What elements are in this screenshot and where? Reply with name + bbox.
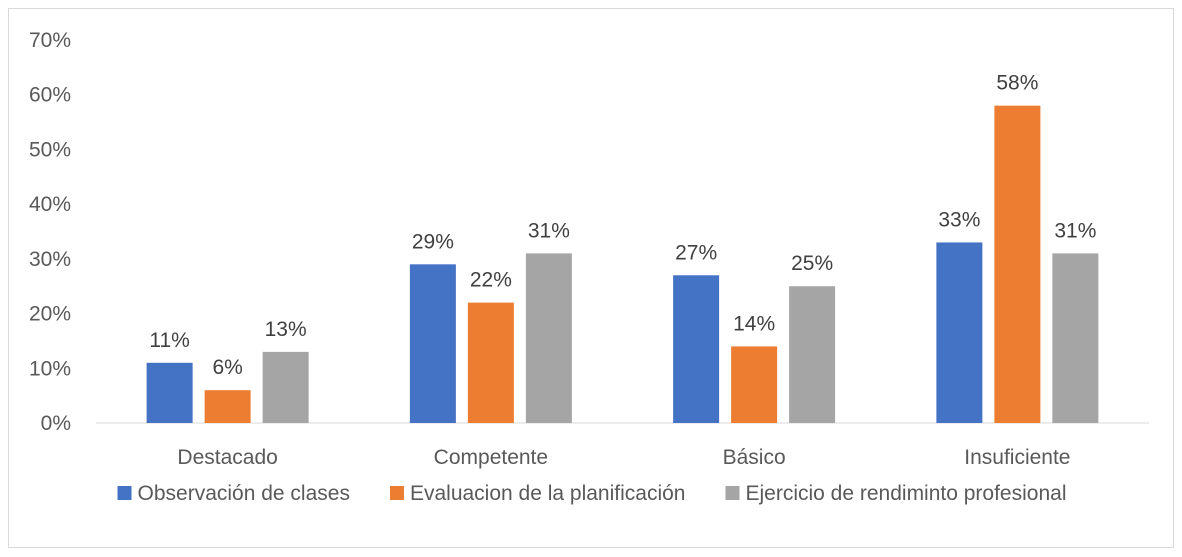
data-label: 27%	[675, 241, 717, 264]
y-tick-label: 0%	[41, 412, 71, 435]
data-label: 11%	[149, 329, 189, 352]
legend-label: Ejercicio de rendiminto profesional	[745, 482, 1066, 505]
bar[interactable]	[731, 346, 778, 423]
category-label: Básico	[723, 446, 786, 469]
y-tick-label: 10%	[29, 357, 71, 380]
bar[interactable]	[146, 362, 193, 423]
legend-swatch	[725, 486, 740, 500]
data-label: 13%	[265, 318, 307, 341]
legend-label: Observación de clases	[138, 482, 350, 505]
category-label: Destacado	[177, 446, 277, 469]
y-tick-label: 50%	[29, 138, 71, 161]
bar[interactable]	[673, 275, 720, 423]
data-label: 29%	[412, 230, 454, 253]
data-label: 14%	[733, 312, 775, 335]
data-label: 25%	[791, 252, 833, 275]
y-tick-label: 40%	[29, 193, 71, 216]
legend-swatch	[117, 486, 132, 500]
data-label: 6%	[212, 356, 242, 379]
bar[interactable]	[525, 253, 572, 423]
y-tick-label: 20%	[29, 303, 71, 326]
y-tick-label: 70%	[29, 29, 71, 52]
category-label: Competente	[434, 446, 548, 469]
y-tick-label: 30%	[29, 248, 71, 271]
data-label: 33%	[938, 208, 980, 231]
bar[interactable]	[1052, 253, 1099, 423]
bar[interactable]	[262, 351, 309, 423]
y-tick-label: 60%	[29, 84, 71, 107]
bar[interactable]	[409, 264, 456, 423]
chart-frame: 0% 10% 20% 30% 40% 50% 60% 70% 11% 6% 13% Destacado…	[8, 8, 1174, 548]
bar[interactable]	[936, 242, 983, 423]
bar-chart: 0% 10% 20% 30% 40% 50% 60% 70% 11% 6% 13% Destacado…	[29, 29, 1149, 505]
bar[interactable]	[204, 390, 251, 423]
bar[interactable]	[789, 286, 836, 423]
category-label: Insuficiente	[964, 446, 1070, 469]
data-label: 31%	[528, 219, 570, 242]
legend-swatch	[389, 486, 404, 500]
data-label: 22%	[470, 269, 512, 292]
bar[interactable]	[994, 105, 1041, 424]
legend-label: Evaluacion de la planificación	[410, 482, 686, 505]
data-label: 31%	[1054, 219, 1096, 242]
data-label: 58%	[996, 72, 1038, 95]
bar[interactable]	[467, 302, 514, 423]
